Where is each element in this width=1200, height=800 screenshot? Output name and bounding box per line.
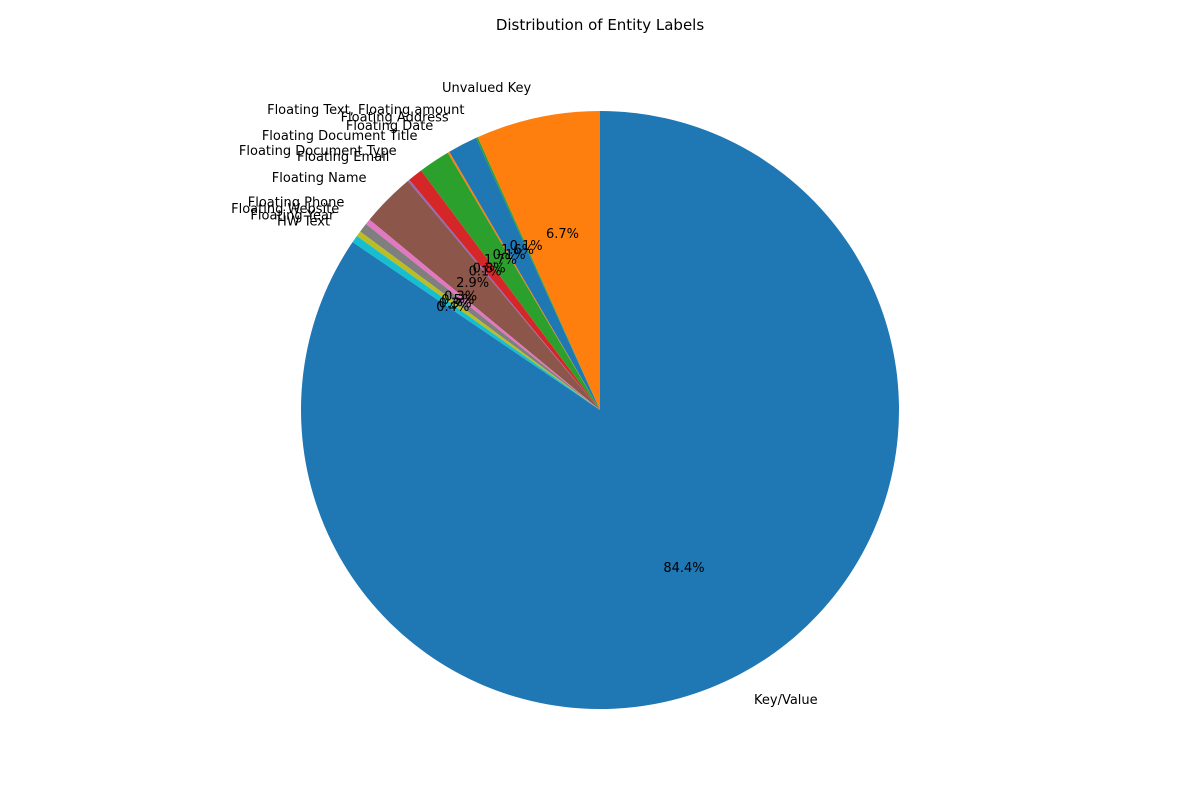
slice-label-key-value: Key/Value (754, 693, 818, 708)
percent-label-unvalued-key: 6.7% (546, 227, 579, 242)
percent-label-floating-text-floating-amount: 0.1% (510, 239, 543, 254)
pie-slice-floating-email (407, 179, 600, 410)
pie-slice-floating-text-floating-amount (475, 137, 600, 410)
pie-slice-unvalued-key (477, 111, 600, 410)
slice-label-floating-date: Floating Date (346, 119, 433, 134)
pie-slice-floating-year (356, 231, 600, 410)
slice-label-floating-address: Floating Address (341, 111, 449, 126)
pie-slice-floating-document-type (409, 170, 600, 410)
percent-label-floating-name: 2.9% (456, 276, 489, 291)
chart-title: Distribution of Entity Labels (496, 16, 705, 34)
slice-labels: Unvalued Key Floating Text, Floating amou… (231, 81, 818, 708)
percent-label-floating-address: 1.6% (501, 243, 534, 258)
slice-label-floating-website: Floating Website (231, 202, 339, 217)
percent-label-floating-phone: 0.3% (444, 290, 477, 305)
percent-label-key-value: 84.4% (663, 561, 704, 576)
slice-label-unvalued-key: Unvalued Key (442, 81, 532, 96)
slice-label-floating-email: Floating Email (297, 150, 389, 165)
pie-slice-key-value (301, 111, 900, 709)
pie-slice-floating-phone (365, 219, 600, 410)
slice-label-floating-document-type: Floating Document Type (239, 144, 397, 159)
slice-label-floating-year: Floating Year (250, 209, 335, 224)
slice-label-hw-text: HW Text (277, 215, 330, 230)
pie-slice-floating-name (369, 180, 600, 410)
percent-label-floating-website: 0.5% (441, 293, 474, 308)
slice-label-floating-name: Floating Name (272, 171, 367, 186)
percent-labels: 6.7%0.1%1.6%0.1%1.7%0.8%0.1%2.9%0.3%0.5%… (436, 227, 704, 576)
pie-slice-floating-document-title (421, 152, 600, 410)
slice-label-floating-document-title: Floating Document Title (262, 129, 418, 144)
percent-label-floating-email: 0.1% (469, 265, 502, 280)
percent-label-floating-document-title: 1.7% (484, 253, 517, 268)
percent-label-floating-year: 0.3% (439, 297, 472, 312)
percent-label-floating-date: 0.1% (493, 248, 526, 263)
slice-label-floating-text-floating-amount: Floating Text, Floating amount (267, 103, 464, 118)
percent-label-hw-text: 0.4% (436, 300, 469, 315)
percent-label-floating-document-type: 0.8% (473, 262, 506, 277)
slice-label-floating-phone: Floating Phone (248, 196, 345, 211)
pie-slice-hw-text (352, 236, 600, 410)
pie-slice-floating-address (449, 137, 600, 410)
pie-slice-floating-website (360, 224, 600, 410)
pie-slices (301, 111, 900, 709)
pie-slice-floating-date (447, 151, 600, 410)
